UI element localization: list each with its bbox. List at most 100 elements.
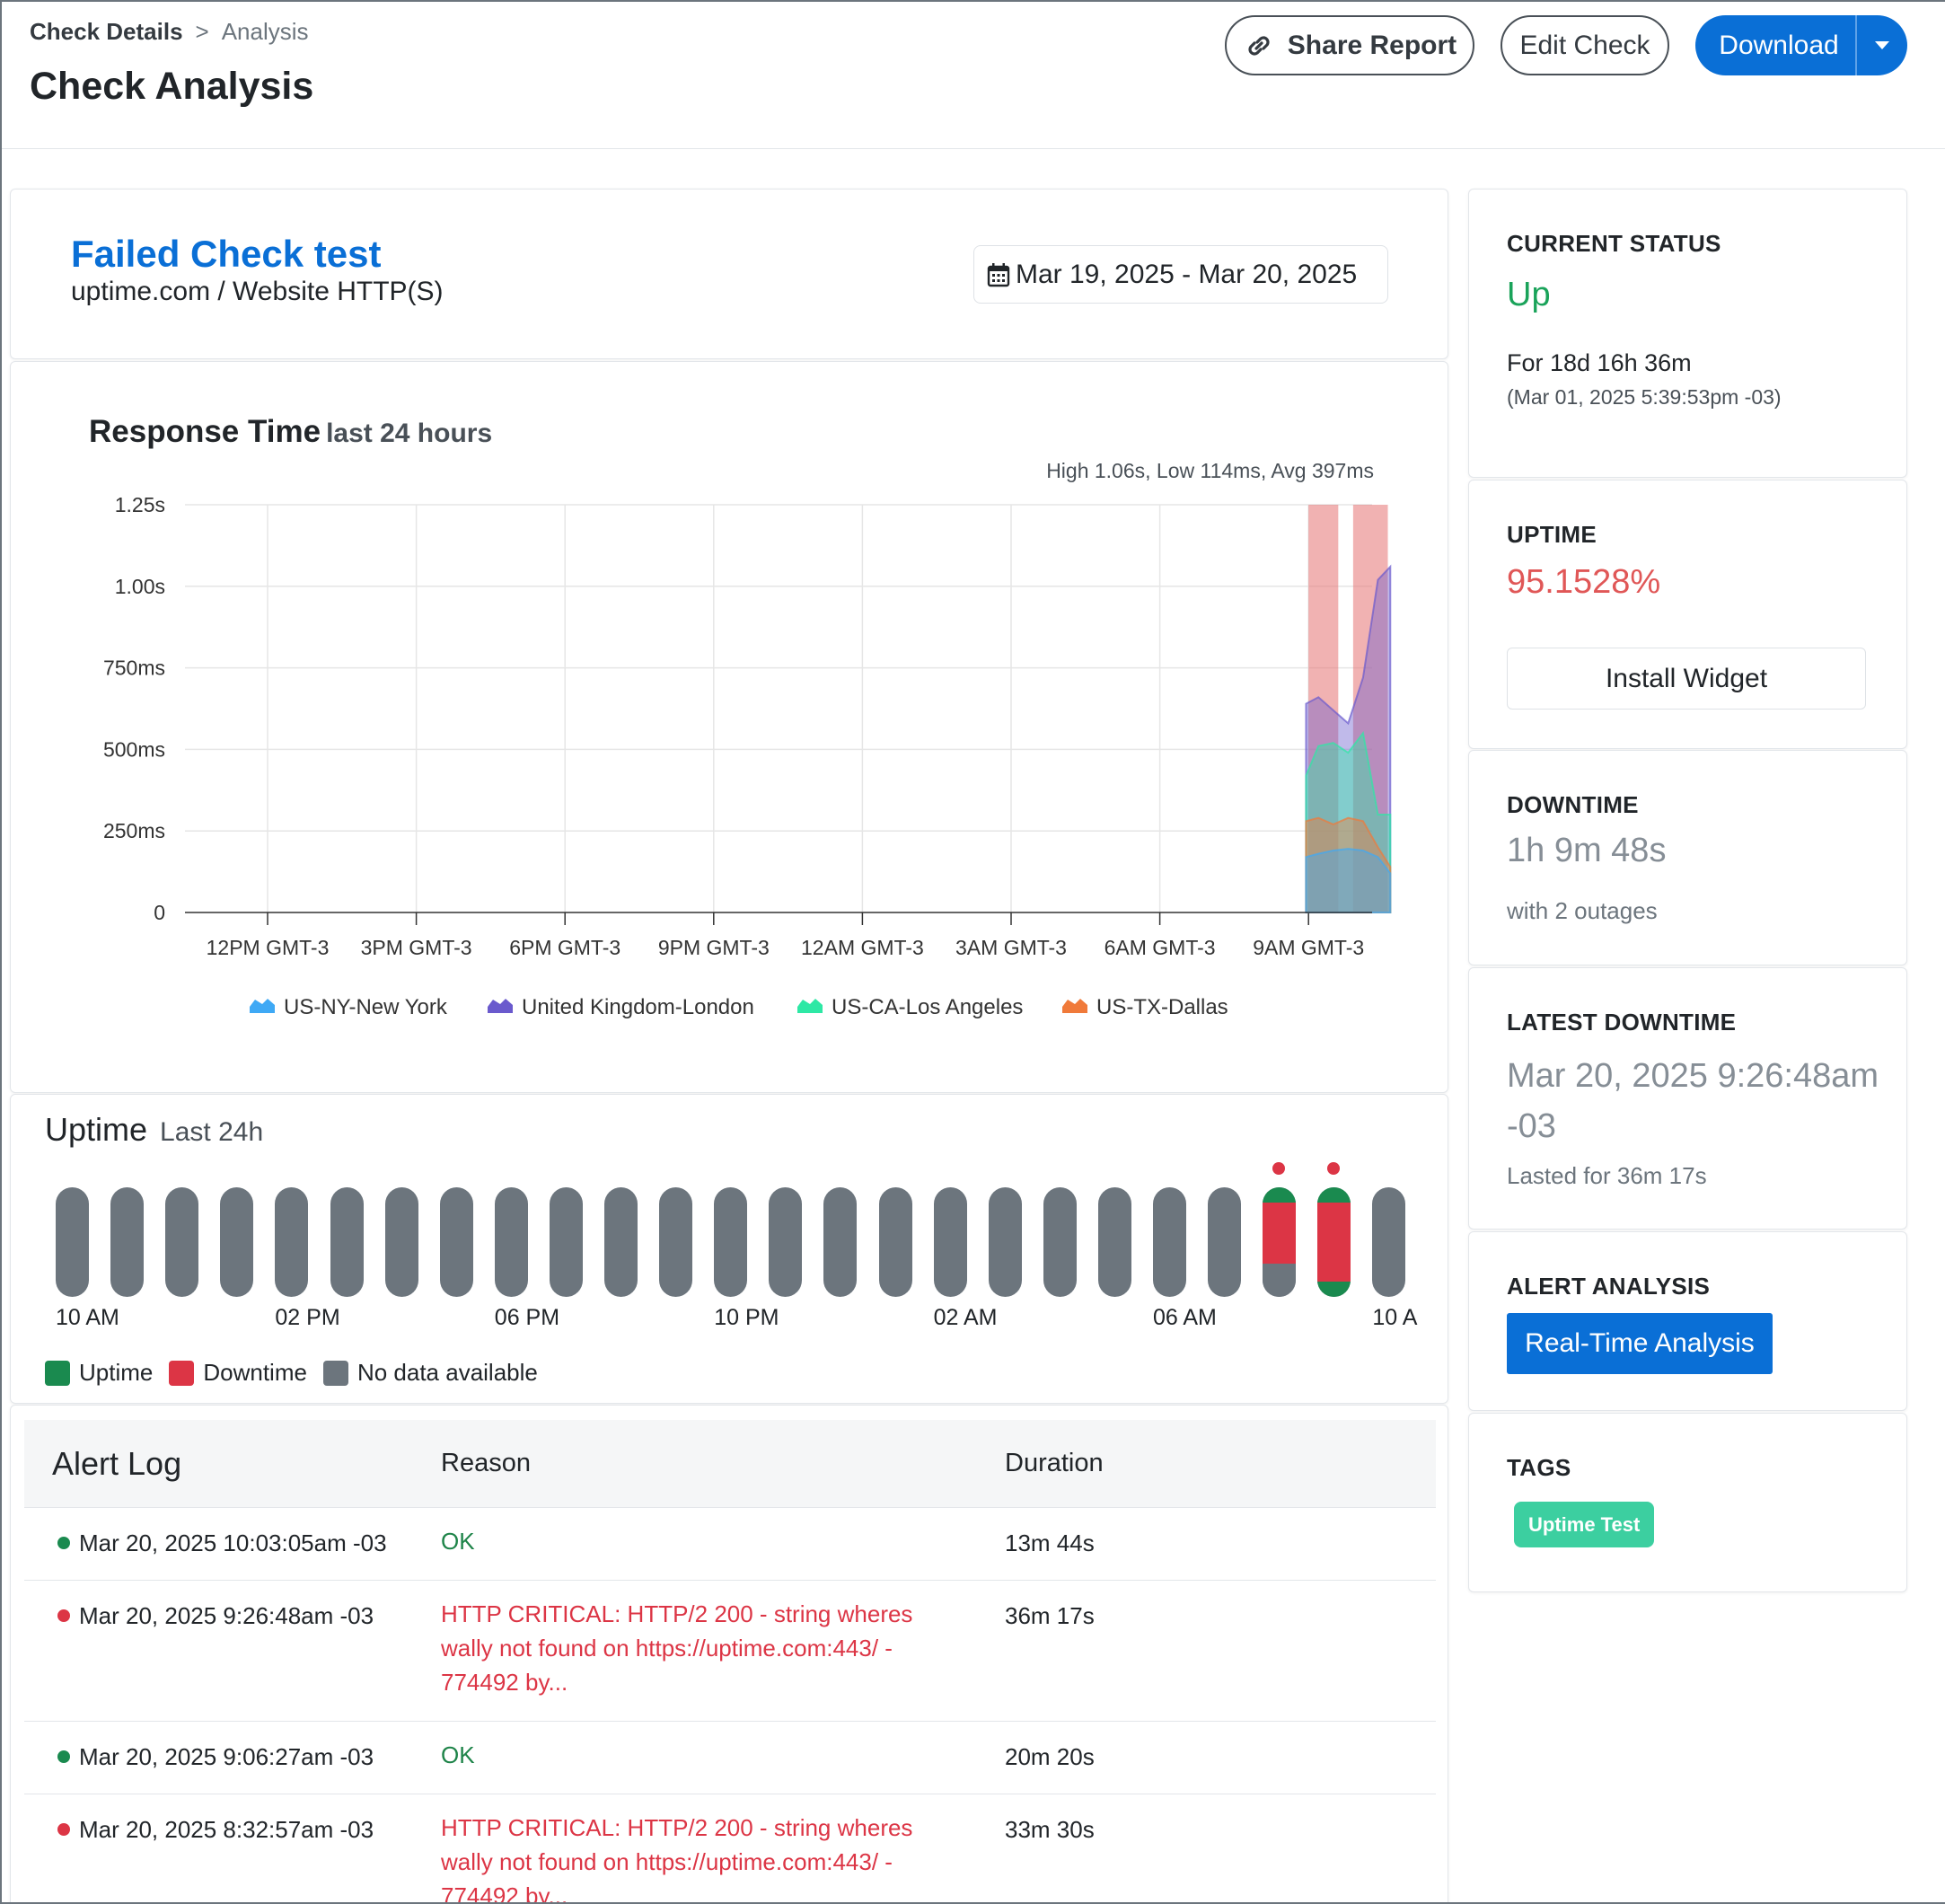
uptime-bar[interactable] bbox=[1317, 1187, 1351, 1297]
uptime-bar-segment bbox=[1317, 1281, 1351, 1297]
latest-downtime-value: Mar 20, 2025 9:26:48am -03 bbox=[1507, 1057, 1879, 1145]
real-time-analysis-button[interactable]: Real-Time Analysis bbox=[1507, 1313, 1773, 1374]
breadcrumb-check-details[interactable]: Check Details bbox=[30, 18, 183, 45]
alert-log-table: Alert Log Reason Duration Mar 20, 2025 1… bbox=[24, 1420, 1436, 1904]
legend-swatch bbox=[250, 999, 275, 1013]
alert-duration: 36m 17s bbox=[1005, 1602, 1095, 1629]
uptime-bar-segment bbox=[1317, 1203, 1351, 1282]
breadcrumb-separator: > bbox=[195, 18, 209, 45]
alert-log-row[interactable]: Mar 20, 2025 8:32:57am -03 HTTP CRITICAL:… bbox=[24, 1794, 1436, 1904]
uptime-bar[interactable] bbox=[330, 1187, 364, 1297]
uptime-bar[interactable] bbox=[1153, 1187, 1186, 1297]
legend-label: US-TX-Dallas bbox=[1096, 995, 1228, 1019]
uptime-bar[interactable] bbox=[769, 1187, 803, 1297]
chevron-down-icon bbox=[1875, 41, 1889, 49]
uptime-bar[interactable] bbox=[1208, 1187, 1242, 1297]
alert-reason-cell: HTTP CRITICAL: HTTP/2 200 - string where… bbox=[441, 1597, 1005, 1699]
uptime-tick-label: 06 AM bbox=[1153, 1305, 1217, 1330]
legend-downtime-label: Downtime bbox=[203, 1359, 307, 1386]
uptime-tick-label: 02 PM bbox=[275, 1305, 340, 1330]
current-status-value: Up bbox=[1507, 276, 1551, 313]
response-time-period: last 24 hours bbox=[326, 419, 493, 448]
legend-downtime: Downtime bbox=[169, 1359, 307, 1387]
uptime-bar[interactable] bbox=[823, 1187, 858, 1297]
uptime-bar[interactable] bbox=[56, 1187, 89, 1297]
downtime-marker-dot bbox=[1327, 1162, 1341, 1175]
uptime-card: UPTIME 95.1528% Install Widget bbox=[1468, 480, 1907, 749]
uptime-bar[interactable] bbox=[1097, 1187, 1131, 1297]
status-dot-icon bbox=[57, 1823, 70, 1836]
page-title: Check Analysis bbox=[30, 65, 314, 108]
calendar-icon bbox=[987, 262, 1010, 286]
install-widget-button[interactable]: Install Widget bbox=[1507, 648, 1866, 710]
alert-time-cell: Mar 20, 2025 9:06:27am -03 bbox=[24, 1743, 441, 1772]
alert-log-row[interactable]: Mar 20, 2025 10:03:05am -03 OK 13m 44s bbox=[24, 1508, 1436, 1581]
uptime-bar[interactable] bbox=[439, 1187, 473, 1297]
alert-time: Mar 20, 2025 9:26:48am -03 bbox=[79, 1602, 374, 1629]
y-tick-label: 1.00s bbox=[115, 575, 165, 598]
uptime-bar[interactable] bbox=[384, 1187, 418, 1297]
legend-swatch bbox=[797, 999, 823, 1013]
response-time-chart[interactable]: 0 250ms 500ms 750ms 1.00s 1.25s 12PM GMT-3 3PM … bbox=[11, 362, 1448, 1091]
alert-analysis-label: ALERT ANALYSIS bbox=[1507, 1273, 1711, 1300]
legend-uptime-label: Uptime bbox=[79, 1359, 154, 1386]
uptime-bar-segment bbox=[1263, 1187, 1297, 1203]
uptime-tick-label: 02 AM bbox=[933, 1305, 998, 1330]
uptime-bars-title: Uptime Last 24h bbox=[45, 1111, 263, 1149]
legend-label: United Kingdom-London bbox=[522, 995, 754, 1019]
response-time-stats: High 1.06s, Low 114ms, Avg 397ms bbox=[1046, 459, 1374, 482]
latest-downtime-duration: Lasted for 36m 17s bbox=[1507, 1162, 1707, 1189]
alert-log-row[interactable]: Mar 20, 2025 9:26:48am -03 HTTP CRITICAL:… bbox=[24, 1581, 1436, 1722]
alert-reason-cell: OK bbox=[441, 1738, 1005, 1772]
uptime-bar[interactable] bbox=[1043, 1187, 1077, 1297]
date-range-picker[interactable]: Mar 19, 2025 - Mar 20, 2025 bbox=[973, 245, 1388, 304]
tag-badge[interactable]: Uptime Test bbox=[1514, 1502, 1655, 1547]
alert-time: Mar 20, 2025 8:32:57am -03 bbox=[79, 1816, 374, 1843]
downtime-marker-dot bbox=[1272, 1162, 1286, 1175]
share-report-button[interactable]: Share Report bbox=[1225, 15, 1474, 75]
alert-log-row[interactable]: Mar 20, 2025 9:06:27am -03 OK 20m 20s bbox=[24, 1722, 1436, 1794]
uptime-bar[interactable] bbox=[275, 1187, 309, 1297]
download-button-group: Download bbox=[1695, 15, 1907, 75]
current-status-duration: For 18d 16h 36m bbox=[1507, 349, 1692, 376]
uptime-bar[interactable] bbox=[1372, 1187, 1406, 1297]
alert-reason: OK bbox=[441, 1741, 475, 1768]
uptime-bar[interactable] bbox=[549, 1187, 583, 1297]
download-dropdown-toggle[interactable] bbox=[1855, 15, 1907, 75]
alert-duration: 33m 30s bbox=[1005, 1816, 1095, 1843]
uptime-bar[interactable] bbox=[110, 1187, 145, 1297]
uptime-bar[interactable] bbox=[494, 1187, 528, 1297]
alert-time-cell: Mar 20, 2025 10:03:05am -03 bbox=[24, 1529, 441, 1558]
share-report-label: Share Report bbox=[1287, 30, 1457, 60]
downtime-card: DOWNTIME 1h 9m 48s with 2 outages bbox=[1468, 750, 1907, 965]
column-header-reason: Reason bbox=[441, 1449, 531, 1477]
x-tick-label: 12PM GMT-3 bbox=[207, 936, 330, 959]
status-dot-icon bbox=[57, 1609, 70, 1622]
page-header: Check Details > Analysis Check Analysis … bbox=[2, 2, 1945, 149]
downtime-band bbox=[1308, 505, 1339, 912]
uptime-bar[interactable] bbox=[988, 1187, 1022, 1297]
uptime-bars-panel: Uptime Last 24h 10 AM 02 PM 06 PM 10 PM 02 A… bbox=[10, 1094, 1448, 1404]
legend-nodata: No data available bbox=[322, 1359, 538, 1387]
alert-reason: HTTP CRITICAL: HTTP/2 200 - string where… bbox=[441, 1814, 913, 1904]
edit-check-button[interactable]: Edit Check bbox=[1501, 15, 1669, 75]
uptime-bar[interactable] bbox=[604, 1187, 638, 1297]
uptime-value: 95.1528% bbox=[1507, 563, 1661, 601]
status-dot-icon bbox=[57, 1750, 70, 1763]
alert-reason-cell: OK bbox=[441, 1524, 1005, 1558]
legend-label: US-NY-New York bbox=[284, 995, 448, 1019]
uptime-bar[interactable] bbox=[220, 1187, 254, 1297]
y-tick-label: 500ms bbox=[103, 737, 165, 761]
latest-downtime-card: LATEST DOWNTIME Mar 20, 2025 9:26:48am -… bbox=[1468, 967, 1907, 1230]
breadcrumb: Check Details > Analysis bbox=[30, 18, 309, 46]
uptime-bar[interactable] bbox=[878, 1187, 912, 1297]
response-time-heading: Response Time bbox=[89, 414, 321, 449]
uptime-bar[interactable] bbox=[165, 1187, 199, 1297]
legend-label: US-CA-Los Angeles bbox=[832, 995, 1023, 1019]
uptime-bar[interactable] bbox=[714, 1187, 748, 1297]
uptime-bar[interactable] bbox=[659, 1187, 693, 1297]
download-button[interactable]: Download bbox=[1719, 30, 1839, 60]
current-status-card: CURRENT STATUS Up For 18d 16h 36m (Mar 0… bbox=[1468, 189, 1907, 478]
uptime-bar[interactable] bbox=[933, 1187, 967, 1297]
uptime-bar[interactable] bbox=[1263, 1187, 1297, 1297]
